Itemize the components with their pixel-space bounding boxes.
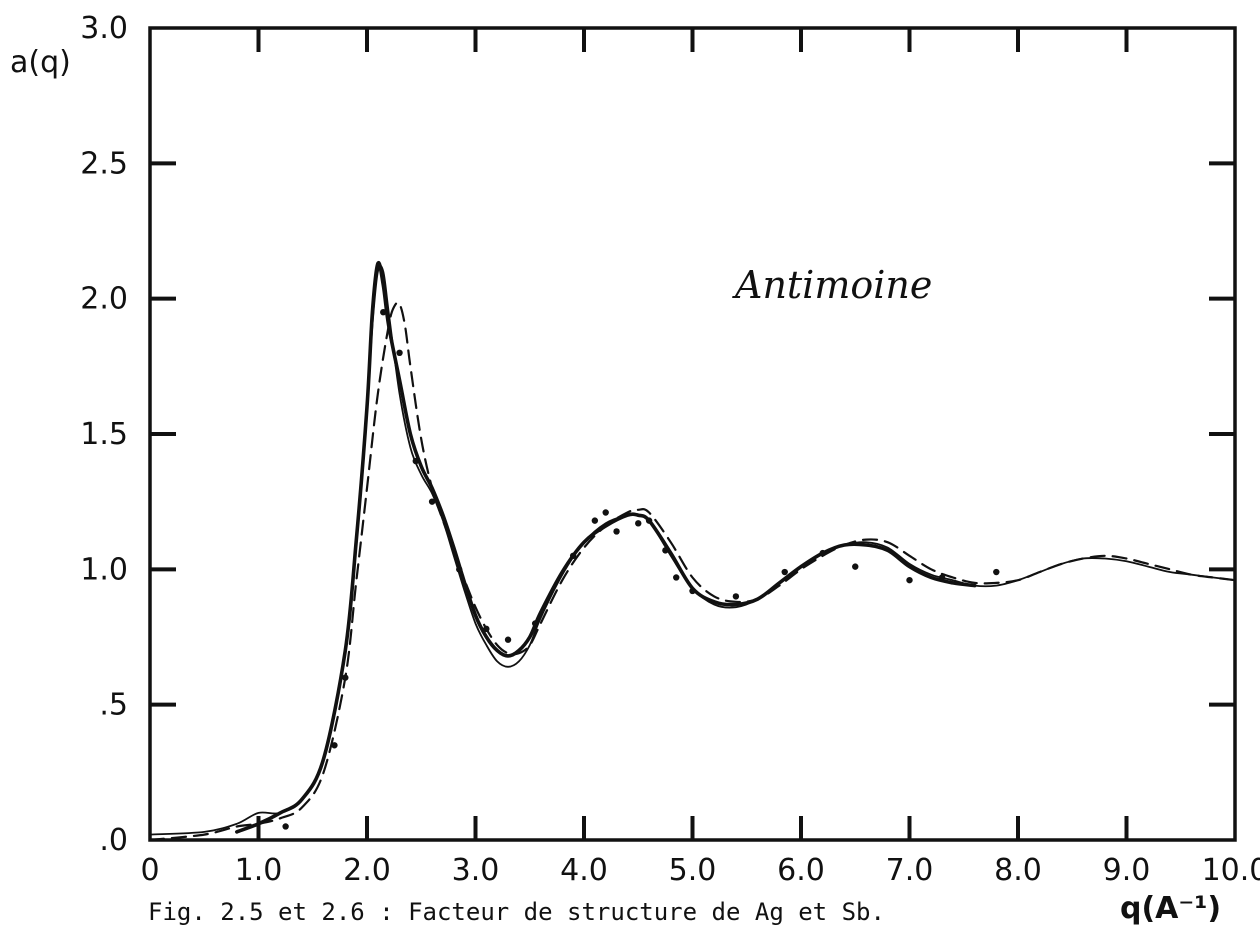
series-line-solid-thin xyxy=(149,264,1236,836)
x-tick-label: 7.0 xyxy=(886,853,934,888)
chart-annotation: Antimoine xyxy=(732,263,932,307)
data-point xyxy=(282,823,289,830)
x-tick-label: 9.0 xyxy=(1103,853,1151,888)
data-point xyxy=(569,552,577,559)
data-point xyxy=(673,574,680,581)
y-tick-label: 2.5 xyxy=(80,146,128,181)
series-line-dashed xyxy=(148,301,1237,842)
y-tick-label: .5 xyxy=(99,688,128,723)
data-point xyxy=(456,566,463,573)
x-axis-label: q(A⁻¹) xyxy=(1120,891,1221,926)
data-point xyxy=(938,574,946,581)
data-point xyxy=(635,520,642,527)
x-tick-label: 4.0 xyxy=(560,853,608,888)
data-point xyxy=(428,498,436,505)
y-tick-label: 2.0 xyxy=(80,282,128,317)
series-dots xyxy=(282,309,1000,830)
series-line-solid-thick xyxy=(235,260,977,834)
data-point xyxy=(645,517,653,524)
axis-tick-labels: 0 1.0 2.0 3.0 4.0 5.0 6.0 7.0 8.0 9.0 10.0 .0 .5 1.0 1… xyxy=(80,11,1260,888)
data-point xyxy=(591,517,599,524)
data-point xyxy=(689,587,696,595)
data-point xyxy=(342,674,349,681)
plot-frame xyxy=(148,26,1237,842)
x-tick-label: 5.0 xyxy=(669,853,717,888)
y-tick-label: 1.5 xyxy=(80,417,128,452)
y-tick-label: .0 xyxy=(99,823,128,858)
data-point xyxy=(613,528,620,535)
data-point xyxy=(412,457,420,465)
data-point xyxy=(504,636,512,643)
data-point xyxy=(396,349,403,356)
y-tick-label: 3.0 xyxy=(80,11,128,46)
series-layer xyxy=(148,260,1237,842)
x-tick-label: 10.0 xyxy=(1202,853,1260,888)
data-point xyxy=(531,620,539,627)
data-point xyxy=(602,509,609,516)
x-tick-label: 0 xyxy=(140,853,159,888)
data-point xyxy=(819,549,826,557)
data-point xyxy=(906,576,913,584)
y-tick-label: 1.0 xyxy=(80,552,128,587)
data-point xyxy=(331,742,338,749)
x-tick-label: 6.0 xyxy=(777,853,825,888)
y-axis-label: a(q) xyxy=(10,45,71,80)
figure-caption: Fig. 2.5 et 2.6 : Facteur de structure d… xyxy=(148,898,885,926)
x-tick-label: 2.0 xyxy=(343,853,391,888)
data-point xyxy=(483,625,490,633)
x-tick-label: 8.0 xyxy=(994,853,1042,888)
data-point xyxy=(852,563,859,570)
data-point xyxy=(662,547,669,554)
x-tick-label: 3.0 xyxy=(452,853,500,888)
x-tick-label: 1.0 xyxy=(235,853,283,888)
data-point xyxy=(993,568,1000,576)
data-point xyxy=(732,593,740,600)
data-point xyxy=(380,309,387,316)
axis-ticks xyxy=(150,28,1235,840)
data-point xyxy=(781,568,788,576)
